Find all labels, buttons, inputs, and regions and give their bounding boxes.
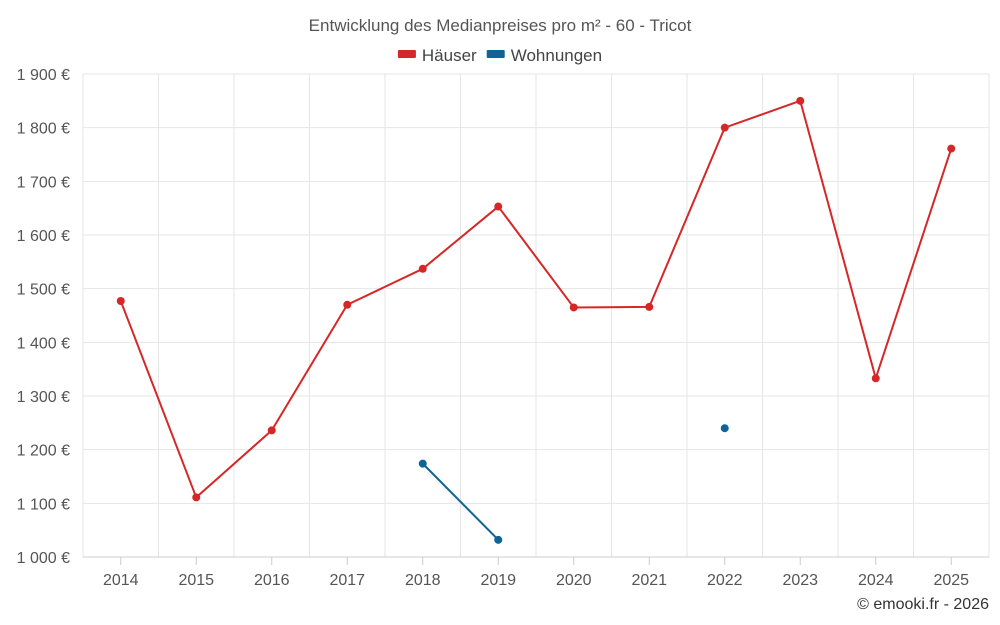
data-point[interactable]	[720, 123, 729, 132]
data-point[interactable]	[645, 302, 654, 311]
grid	[82, 73, 990, 557]
legend-item-0[interactable]: Häuser	[397, 46, 477, 65]
x-tick-label: 2021	[631, 572, 667, 589]
x-tick-label: 2019	[480, 572, 516, 589]
y-tick-label: 1 800 €	[17, 121, 70, 138]
data-point[interactable]	[494, 535, 503, 544]
legend: Häuser Wohnungen	[397, 46, 602, 65]
credit: © emooki.fr - 2026	[857, 596, 989, 613]
series-layer	[116, 96, 956, 544]
data-point[interactable]	[494, 202, 503, 211]
x-tick-label: 2025	[933, 572, 969, 589]
y-tick-label: 1 400 €	[17, 335, 70, 352]
legend-label: Häuser	[422, 46, 477, 65]
series-line	[422, 462, 499, 541]
legend-item-1[interactable]: Wohnungen	[486, 46, 602, 65]
y-tick-label: 1 900 €	[17, 67, 70, 84]
data-point[interactable]	[720, 424, 729, 433]
data-point[interactable]	[418, 264, 427, 273]
x-tick-label: 2016	[254, 572, 290, 589]
data-point[interactable]	[116, 297, 125, 306]
y-tick-label: 1 500 €	[17, 282, 70, 299]
y-tick-label: 1 300 €	[17, 389, 70, 406]
x-axis: 2014 2015 2016 2017 2018 2019 2020 2021 2022 2023…	[83, 556, 989, 589]
data-point[interactable]	[267, 426, 276, 435]
x-tick-label: 2022	[707, 572, 743, 589]
data-point[interactable]	[418, 459, 427, 468]
y-tick-label: 1 700 €	[17, 174, 70, 191]
y-tick-label: 1 100 €	[17, 496, 70, 513]
legend-label: Wohnungen	[511, 46, 602, 65]
y-tick-label: 1 000 €	[17, 550, 70, 567]
legend-swatch	[397, 50, 416, 58]
data-point[interactable]	[871, 374, 880, 383]
y-tick-label: 1 600 €	[17, 228, 70, 245]
data-point[interactable]	[343, 300, 352, 309]
x-tick-label: 2018	[405, 572, 441, 589]
data-point[interactable]	[947, 144, 956, 153]
legend-swatch	[486, 50, 505, 58]
x-tick-label: 2017	[329, 572, 365, 589]
x-tick-label: 2023	[782, 572, 818, 589]
series-1	[418, 424, 729, 544]
x-tick-label: 2015	[178, 572, 214, 589]
y-axis: 1 000 € 1 100 € 1 200 € 1 300 € 1 400 € 1 500…	[17, 67, 70, 567]
data-point[interactable]	[569, 303, 578, 312]
series-0	[116, 96, 956, 502]
x-tick-label: 2024	[858, 572, 894, 589]
series-line	[119, 99, 953, 499]
x-tick-label: 2014	[103, 572, 139, 589]
y-tick-label: 1 200 €	[17, 443, 70, 460]
x-tick-label: 2020	[556, 572, 592, 589]
chart-title: Entwicklung des Medianpreises pro m² - 6…	[309, 16, 692, 35]
data-point[interactable]	[192, 493, 201, 502]
data-point[interactable]	[796, 96, 805, 105]
